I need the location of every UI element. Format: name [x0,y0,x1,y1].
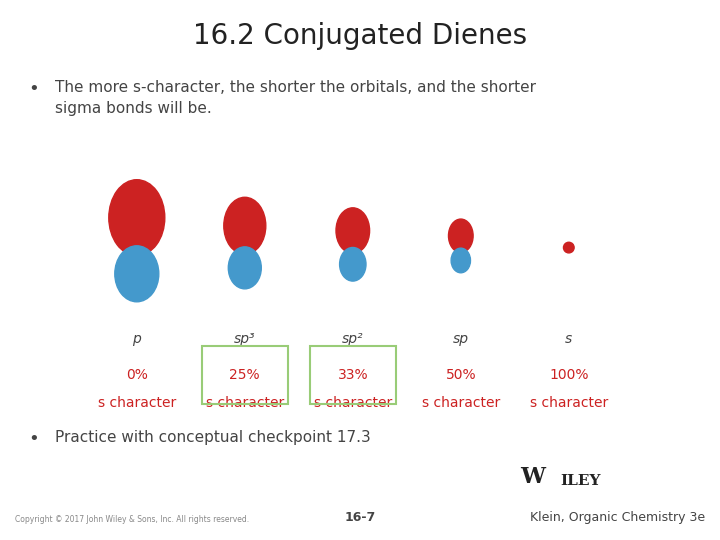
Text: 50%: 50% [446,368,476,382]
Ellipse shape [451,248,470,273]
Text: s character: s character [206,396,284,410]
Text: Copyright © 2017 John Wiley & Sons, Inc. All rights reserved.: Copyright © 2017 John Wiley & Sons, Inc.… [15,515,249,524]
Text: •: • [28,430,39,448]
Text: 33%: 33% [338,368,368,382]
Text: ILEY: ILEY [560,474,600,488]
Text: 100%: 100% [549,368,588,382]
Ellipse shape [114,246,159,302]
Text: s: s [565,332,572,346]
Text: sp²: sp² [342,332,364,346]
Text: W: W [520,466,545,488]
Ellipse shape [449,219,473,253]
Text: 0%: 0% [126,368,148,382]
Ellipse shape [336,208,369,253]
Text: s character: s character [530,396,608,410]
Text: p: p [132,332,141,346]
Text: Practice with conceptual checkpoint 17.3: Practice with conceptual checkpoint 17.3 [55,430,371,445]
Ellipse shape [228,247,261,289]
Text: s character: s character [98,396,176,410]
Text: s character: s character [314,396,392,410]
Ellipse shape [340,247,366,281]
Text: •: • [28,80,39,98]
Ellipse shape [224,197,266,254]
Ellipse shape [109,180,165,256]
Text: 16-7: 16-7 [344,511,376,524]
Text: Klein, Organic Chemistry 3e: Klein, Organic Chemistry 3e [530,511,705,524]
Text: sp: sp [453,332,469,346]
Ellipse shape [564,242,574,253]
Text: s character: s character [422,396,500,410]
Text: 25%: 25% [230,368,260,382]
Text: sp³: sp³ [234,332,256,346]
Text: 16.2 Conjugated Dienes: 16.2 Conjugated Dienes [193,22,527,50]
Text: The more s-character, the shorter the orbitals, and the shorter
sigma bonds will: The more s-character, the shorter the or… [55,80,536,116]
